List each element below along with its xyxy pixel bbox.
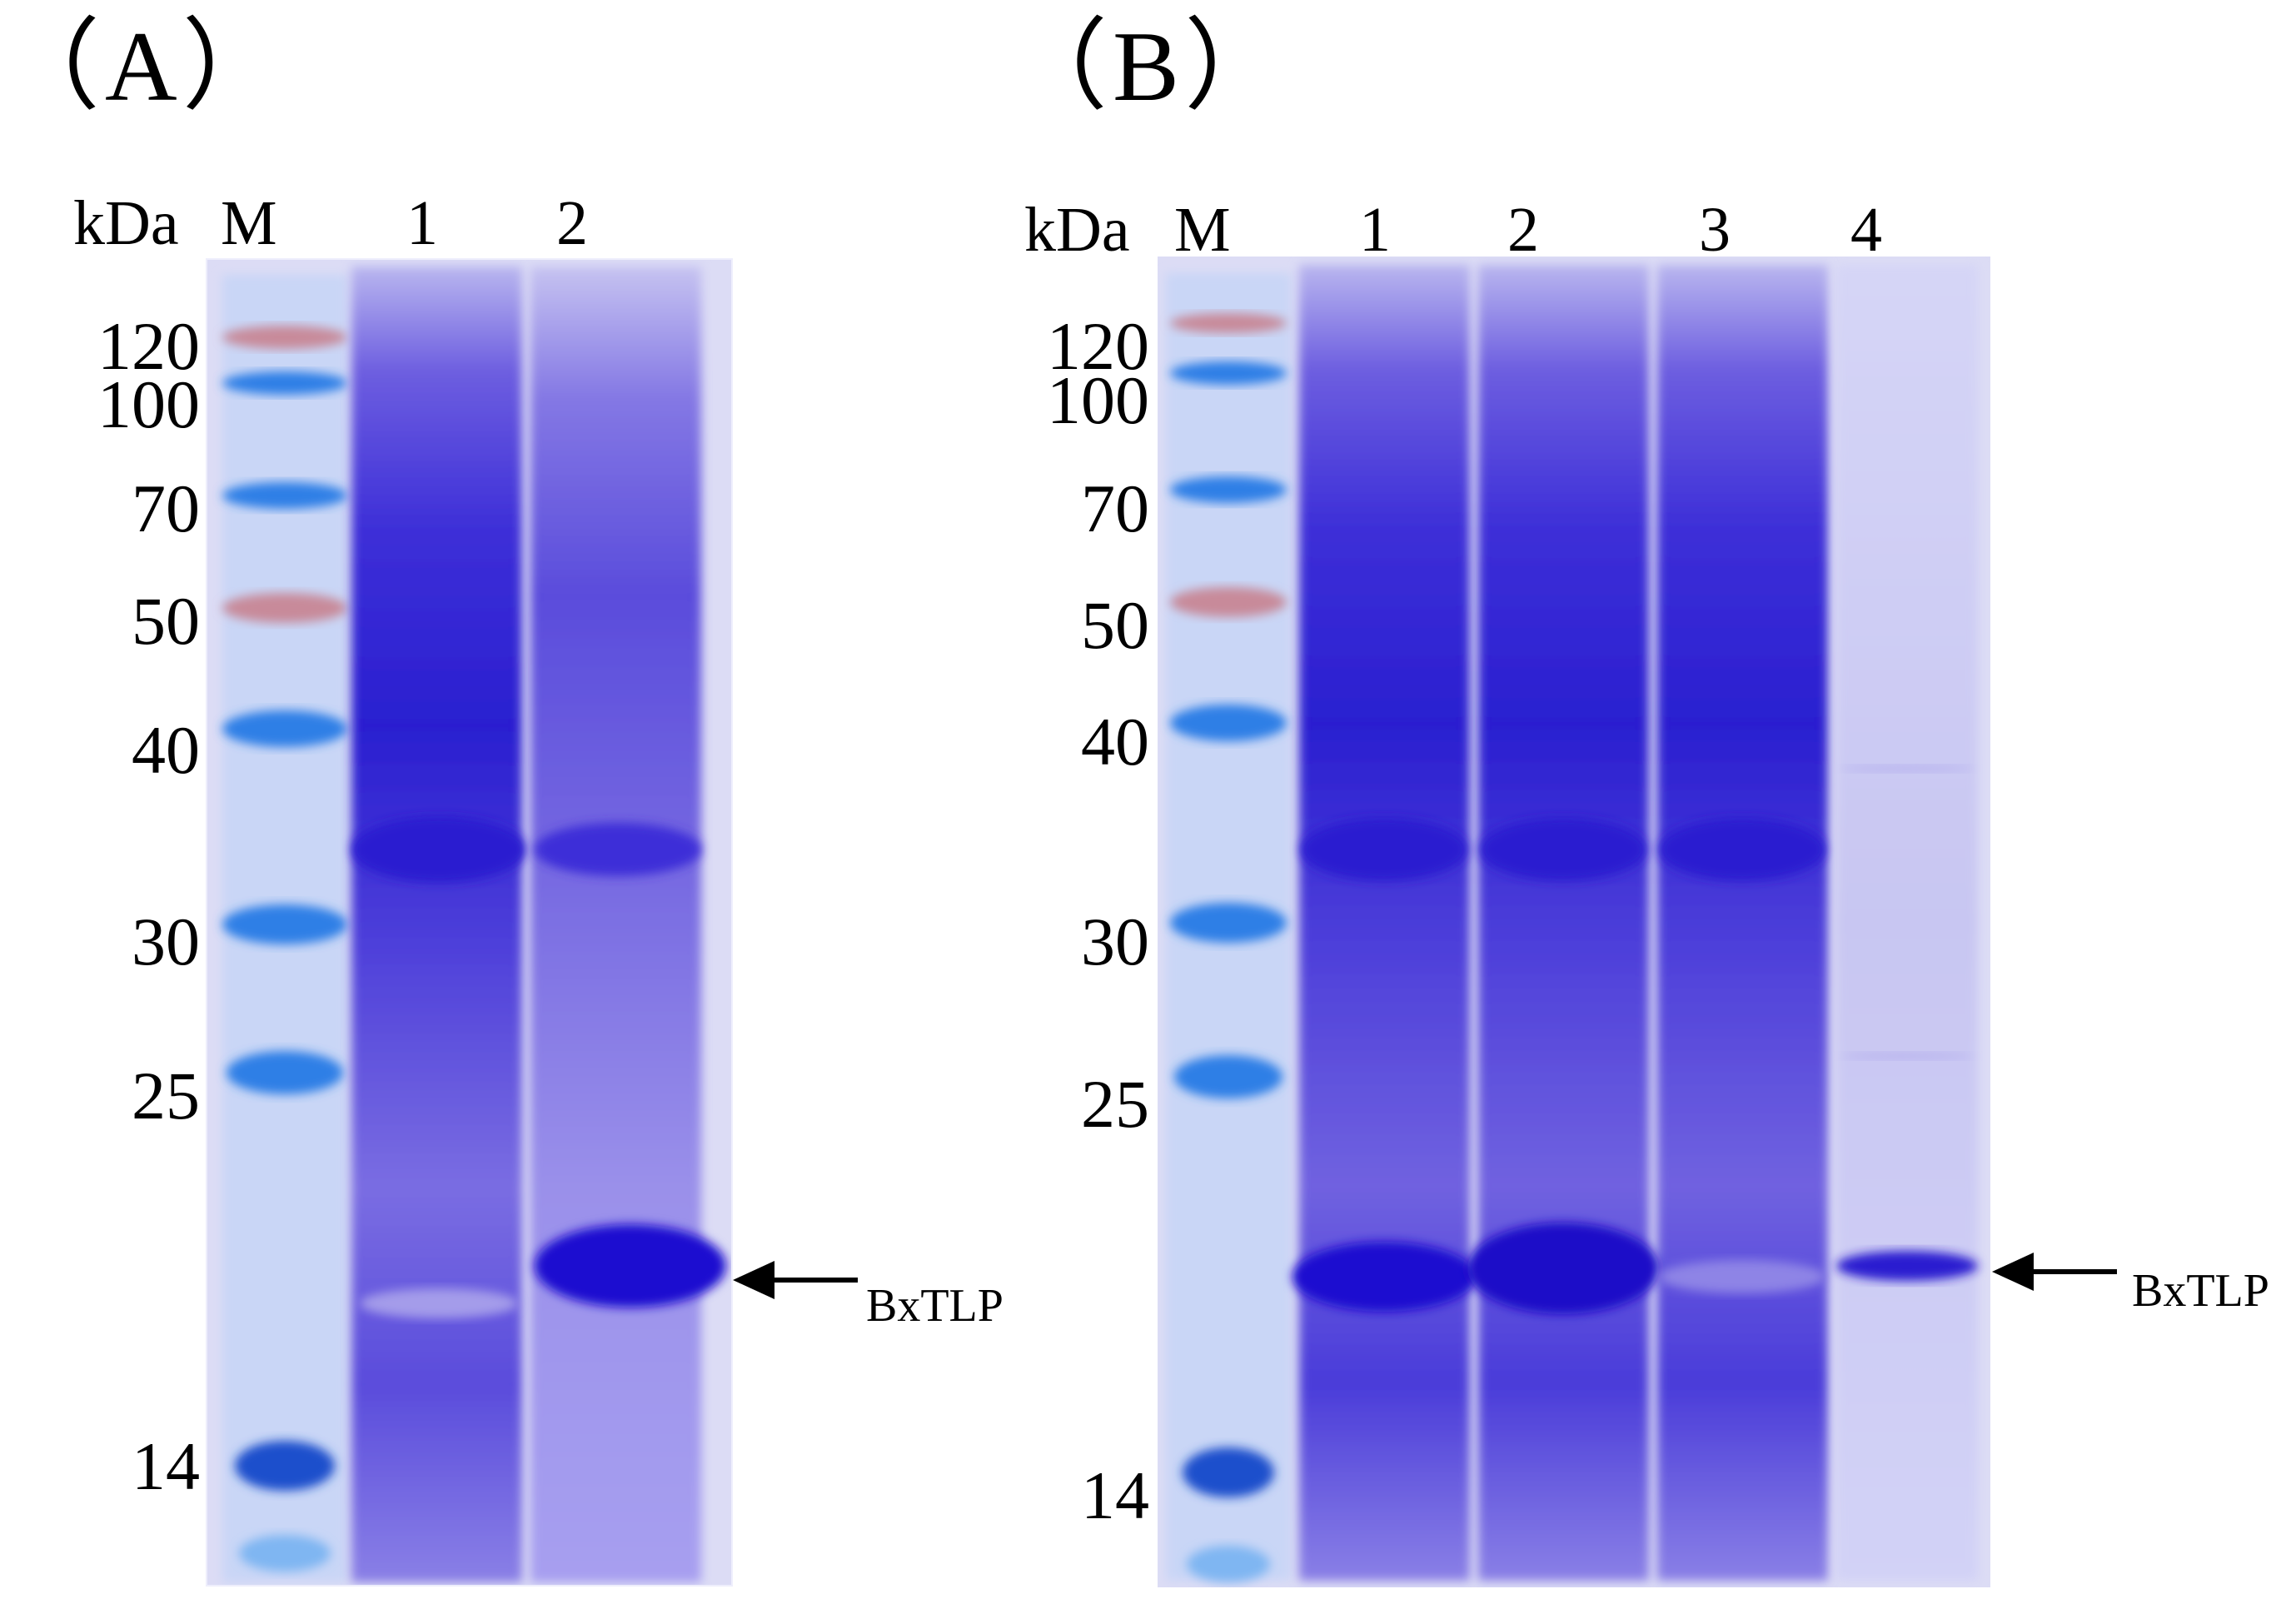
mw-label-b-14: 14 — [1081, 1457, 1149, 1533]
lane-label-b-2: 2 — [1507, 195, 1539, 265]
mw-label-a-40: 40 — [132, 712, 200, 788]
gel-image-b — [1158, 257, 1990, 1587]
marker-band — [1170, 361, 1287, 385]
panel-b-label: （B） — [1008, 11, 1290, 122]
lane-label-b-3: 3 — [1699, 195, 1731, 265]
marker-band — [222, 482, 347, 509]
mw-label-b-25: 25 — [1081, 1066, 1149, 1142]
marker-band — [227, 1051, 343, 1094]
mw-label-a-25: 25 — [132, 1058, 200, 1133]
mw-label-b-30: 30 — [1081, 904, 1149, 979]
marker-band — [1183, 1447, 1274, 1497]
mw-label-a-120: 120 — [97, 308, 200, 384]
mw-label-a-30: 30 — [132, 904, 200, 979]
marker-band — [239, 1535, 331, 1572]
gel-a-drawing — [206, 258, 733, 1587]
bxtlp-label-b: BxTLP — [2132, 1265, 2269, 1317]
marker-band — [222, 326, 347, 349]
gel-b-drawing — [1158, 257, 1990, 1587]
mw-label-b-120: 120 — [1047, 308, 1149, 384]
lane-label-b-4: 4 — [1850, 195, 1882, 265]
mw-label-b-50: 50 — [1081, 587, 1149, 663]
marker-band — [235, 1441, 335, 1491]
mw-label-a-100: 100 — [97, 366, 200, 442]
marker-band — [1174, 1055, 1282, 1098]
bxtlp-label-a: BxTLP — [866, 1280, 1004, 1332]
marker-band — [1170, 313, 1287, 333]
marker-band — [1170, 476, 1287, 503]
marker-band — [1170, 587, 1287, 617]
arrow-icon-a — [733, 1259, 858, 1301]
lane-label-a-m: M — [221, 188, 277, 258]
marker-band — [222, 593, 347, 623]
marker-band — [222, 710, 347, 747]
lane-label-b-1: 1 — [1359, 195, 1391, 265]
bxtlp-band-a — [535, 1224, 726, 1308]
lane-label-a-1: 1 — [406, 188, 438, 258]
lane-label-a-2: 2 — [556, 188, 588, 258]
mw-label-a-50: 50 — [132, 583, 200, 659]
marker-band — [1170, 705, 1287, 741]
bxtlp-band-b1 — [1292, 1242, 1476, 1312]
marker-band — [1170, 903, 1287, 943]
arrow-icon-b — [1992, 1251, 2117, 1293]
marker-band — [222, 371, 347, 395]
marker-band — [1187, 1546, 1270, 1582]
bxtlp-band-b2 — [1467, 1223, 1659, 1314]
marker-band — [222, 904, 347, 944]
gel-image-a — [206, 258, 733, 1587]
bxtlp-band-b4 — [1836, 1251, 1978, 1281]
panel-a-label: （A） — [0, 11, 287, 122]
mw-label-b-70: 70 — [1081, 471, 1149, 546]
mw-label-b-40: 40 — [1081, 704, 1149, 780]
lane-label-b-m: M — [1174, 195, 1231, 265]
mw-label-a-14: 14 — [132, 1428, 200, 1504]
mw-label-a-70: 70 — [132, 471, 200, 546]
unit-label-b: kDa — [1024, 195, 1130, 265]
mw-label-b-100: 100 — [1047, 362, 1149, 438]
unit-label-a: kDa — [73, 188, 179, 258]
